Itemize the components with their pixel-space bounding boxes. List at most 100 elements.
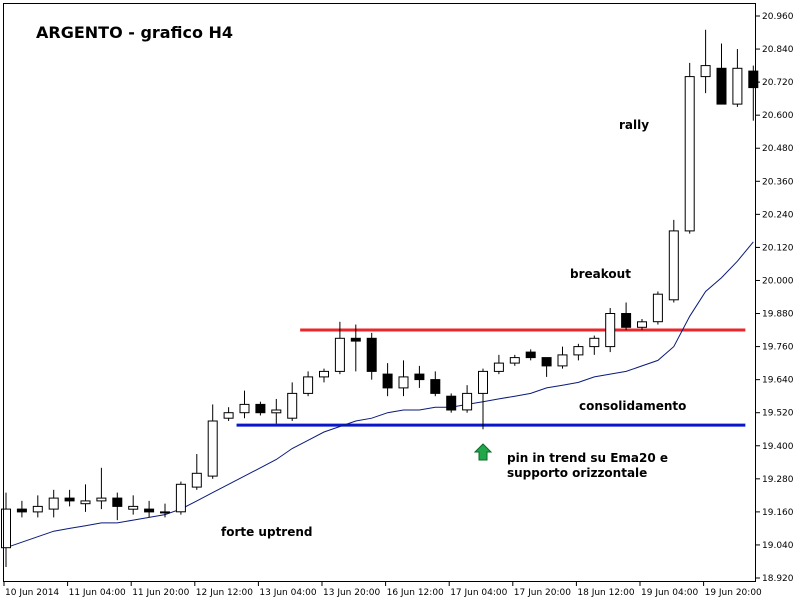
candle bbox=[207, 404, 218, 479]
candle bbox=[430, 371, 441, 397]
candle-body bbox=[430, 379, 441, 394]
y-tick-label: 19.160 bbox=[762, 508, 794, 518]
candle bbox=[128, 495, 139, 515]
candle bbox=[446, 393, 457, 413]
y-tick-label: 20.600 bbox=[762, 111, 794, 121]
annotation-pin-line2: supporto orizzontale bbox=[507, 466, 647, 480]
candle bbox=[191, 454, 202, 490]
y-tick-label: 19.520 bbox=[762, 409, 794, 419]
candle bbox=[589, 335, 600, 355]
horizontal-levels bbox=[236, 328, 746, 427]
candle-body bbox=[128, 505, 139, 510]
y-tick-label: 20.480 bbox=[762, 144, 794, 154]
y-tick-label: 20.240 bbox=[762, 210, 794, 220]
x-tick-label: 10 Jun 2014 bbox=[5, 588, 59, 598]
candle-body bbox=[637, 321, 647, 328]
pin-arrow-icon bbox=[473, 443, 493, 461]
candle bbox=[334, 321, 345, 375]
candle-body bbox=[207, 420, 218, 477]
x-tick-label: 17 Jun 20:00 bbox=[514, 588, 571, 598]
x-tick-label: 16 Jun 12:00 bbox=[387, 588, 444, 598]
candlesticks bbox=[1, 29, 759, 567]
candle-body bbox=[557, 354, 568, 367]
x-tick-label: 11 Jun 20:00 bbox=[132, 588, 189, 598]
y-tick-label: 20.360 bbox=[762, 177, 794, 187]
candle bbox=[621, 302, 632, 331]
candle-body bbox=[350, 337, 361, 342]
candle bbox=[462, 385, 473, 413]
candle bbox=[557, 346, 568, 369]
x-tick-label: 19 Jun 04:00 bbox=[641, 588, 698, 598]
y-tick-label: 19.280 bbox=[762, 475, 794, 485]
candle bbox=[271, 398, 282, 424]
candle-body bbox=[334, 337, 345, 372]
candle-body bbox=[541, 357, 552, 367]
candle-body bbox=[414, 373, 425, 381]
candle-body bbox=[716, 67, 727, 105]
candle bbox=[287, 382, 298, 421]
candle-body bbox=[144, 508, 155, 513]
x-tick-label: 13 Jun 20:00 bbox=[323, 588, 380, 598]
annotation-forte-uptrend: forte uptrend bbox=[221, 525, 313, 539]
candle-body bbox=[96, 497, 107, 502]
candle-body bbox=[48, 497, 59, 510]
candle-body bbox=[80, 500, 91, 505]
candle-body bbox=[112, 497, 123, 507]
candle-body bbox=[462, 392, 473, 411]
ema20-line bbox=[5, 241, 754, 549]
candle-body bbox=[684, 76, 695, 232]
candle-body bbox=[605, 313, 616, 348]
candle bbox=[32, 495, 43, 518]
candle bbox=[732, 49, 743, 107]
candle bbox=[1, 492, 11, 567]
candle-body bbox=[509, 357, 520, 364]
y-tick-label: 19.040 bbox=[762, 541, 794, 551]
y-tick-label: 20.960 bbox=[762, 12, 794, 22]
y-tick-label: 18.920 bbox=[762, 574, 794, 584]
candle-body bbox=[175, 483, 186, 513]
candle-body bbox=[493, 362, 504, 372]
annotation-rally: rally bbox=[619, 118, 649, 132]
candle bbox=[382, 363, 393, 397]
candle bbox=[144, 500, 155, 518]
candle-body bbox=[303, 376, 314, 394]
candle-body bbox=[652, 293, 663, 323]
candle-body bbox=[398, 376, 409, 389]
candle-body bbox=[16, 508, 27, 513]
ema20-path bbox=[5, 241, 754, 549]
candle bbox=[700, 29, 711, 94]
candle bbox=[112, 492, 123, 521]
chart-title: ARGENTO - grafico H4 bbox=[36, 23, 233, 42]
candle bbox=[350, 324, 361, 372]
candle bbox=[16, 500, 27, 518]
y-tick-label: 20.720 bbox=[762, 78, 794, 88]
candle-body bbox=[621, 313, 632, 328]
y-tick-label: 19.760 bbox=[762, 343, 794, 353]
annotation-consolidamento: consolidamento bbox=[579, 399, 686, 413]
candle bbox=[509, 354, 520, 366]
candle bbox=[96, 467, 107, 510]
candle bbox=[398, 360, 409, 397]
x-tick-label: 18 Jun 12:00 bbox=[577, 588, 634, 598]
x-tick-label: 13 Jun 04:00 bbox=[259, 588, 316, 598]
x-tick-label: 19 Jun 20:00 bbox=[705, 588, 762, 598]
candle-body bbox=[64, 497, 75, 502]
candle-body bbox=[191, 472, 202, 488]
candle bbox=[48, 489, 59, 518]
annotation-pin-line1: pin in trend su Ema20 e bbox=[507, 451, 668, 465]
candle-body bbox=[1, 508, 11, 549]
candle-body bbox=[668, 230, 679, 301]
candle bbox=[414, 365, 425, 388]
candle bbox=[605, 308, 616, 353]
candle-body bbox=[700, 65, 711, 78]
y-tick-label: 19.880 bbox=[762, 310, 794, 320]
y-tick-label: 20.000 bbox=[762, 276, 794, 286]
candle-body bbox=[271, 409, 282, 414]
annotation-breakout: breakout bbox=[570, 267, 631, 281]
y-axis: 20.960 20.840 20.720 20.600 20.480 20.360 20.2… bbox=[756, 12, 794, 584]
x-axis: 10 Jun 2014 11 Jun 04:00 11 Jun 20:00 12 Ju… bbox=[3, 582, 762, 598]
candle-body bbox=[255, 403, 266, 414]
candle bbox=[478, 368, 488, 430]
candle-body bbox=[589, 337, 600, 348]
